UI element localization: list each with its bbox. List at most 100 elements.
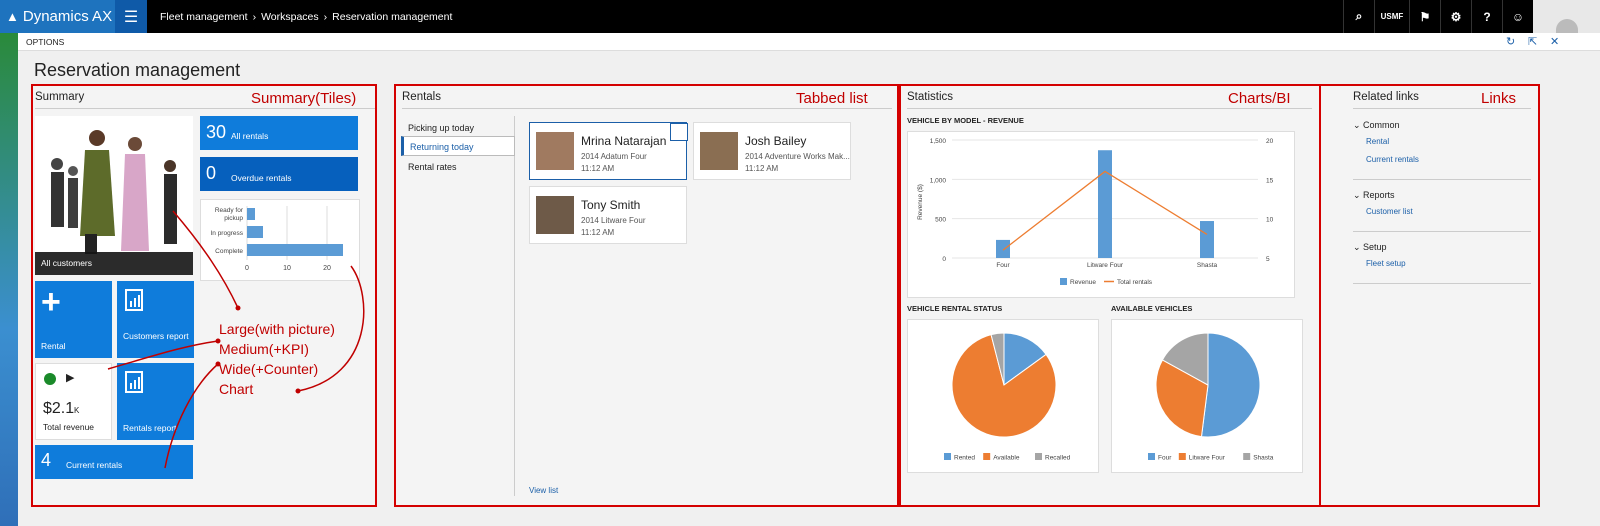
tab-picking-up[interactable]: Picking up today <box>408 123 475 133</box>
search-icon[interactable]: ⌕ <box>1343 0 1374 33</box>
legend-label: Total rentals <box>1117 279 1153 286</box>
refresh-icon[interactable]: ↻ <box>1506 36 1516 48</box>
legend-line: Medium(+KPI) <box>219 341 309 357</box>
chevron-down-icon: ⌄ <box>1353 242 1364 252</box>
tick-label: 20 <box>323 265 331 272</box>
pie-slice <box>1003 332 1047 386</box>
revenue-chart[interactable]: 0 500 1,000 1,500 5 10 15 20 Revenue ($) Four Litw… <box>907 131 1295 298</box>
legend-label: Rented <box>954 455 975 462</box>
pie-slice <box>1200 332 1261 438</box>
customers-report-tile[interactable]: Customers report <box>117 281 194 358</box>
annotation-arrows <box>107 210 365 469</box>
y-tick-label: 1,500 <box>930 138 947 145</box>
overdue-rentals-tile[interactable]: 0 Overdue rentals <box>200 157 358 191</box>
breadcrumb-item[interactable]: Reservation management <box>332 10 453 23</box>
category-label: Ready for <box>215 207 244 214</box>
chevron-down-icon: ⌄ <box>1353 190 1364 200</box>
dynamics-logo-icon: ▲ <box>6 9 19 24</box>
statistics-title: Statistics <box>907 91 954 103</box>
pie-slice <box>1155 359 1209 438</box>
all-customers-tile[interactable]: All customers <box>35 116 193 275</box>
link-group: ⌄ Reports Customer list <box>1353 186 1531 232</box>
annotation-tabbed: Tabbed list <box>796 90 868 107</box>
link-group-label: Reports <box>1363 190 1395 200</box>
options-bar: OPTIONS ↻ ⇱ ✕ <box>18 33 1600 51</box>
legend-label: Four <box>1158 455 1172 462</box>
rental-card[interactable]: Tony Smith 2014 Litware Four 11:12 AM <box>529 186 687 244</box>
category-label: In progress <box>210 230 243 237</box>
rental-tile[interactable]: + Rental <box>35 281 112 358</box>
chevron-right-icon: › <box>323 10 328 23</box>
avatar <box>536 196 574 234</box>
company-button[interactable]: USMF <box>1374 0 1409 33</box>
tab-returning-today[interactable]: Returning today <box>401 136 515 156</box>
total-revenue-tile[interactable]: ▶ $2.1 K Total revenue <box>35 363 112 440</box>
close-icon[interactable]: ✕ <box>1550 36 1560 48</box>
tile-label: Rentals report <box>123 423 177 433</box>
avatar[interactable] <box>1533 0 1600 33</box>
mini-status-chart[interactable]: 0 10 20 Ready for pickup In progress Complete <box>200 199 360 281</box>
popout-icon[interactable]: ⇱ <box>1528 36 1538 48</box>
help-icon[interactable]: ? <box>1471 0 1502 33</box>
link-group-header[interactable]: ⌄ Setup <box>1353 242 1531 253</box>
options-tab[interactable]: OPTIONS <box>26 37 65 47</box>
legend-label: Litware Four <box>1189 455 1226 462</box>
divider <box>35 108 375 109</box>
gear-icon[interactable]: ⚙ <box>1440 0 1471 33</box>
legend-label: Available <box>993 455 1020 462</box>
breadcrumb-item[interactable]: Fleet management <box>160 10 248 23</box>
rental-card[interactable]: Josh Bailey 2014 Adventure Works Mak... … <box>693 122 851 180</box>
breadcrumb-item[interactable]: Workspaces <box>261 10 319 23</box>
revenue-bar <box>1098 150 1112 258</box>
legend-swatch <box>1148 453 1155 460</box>
link-group-header[interactable]: ⌄ Reports <box>1353 190 1531 201</box>
tile-label: Customers report <box>123 331 189 341</box>
all-rentals-tile[interactable]: 30 All rentals <box>200 116 358 150</box>
annotation-links: Links <box>1481 90 1517 107</box>
view-list-link[interactable]: View list <box>529 486 559 495</box>
summary-title: Summary <box>35 91 85 103</box>
hamburger-icon[interactable]: ☰ <box>115 0 147 33</box>
statistics-panel: Statistics Charts/BI VEHICLE BY MODEL - … <box>899 84 1321 507</box>
related-link[interactable]: Customer list <box>1366 207 1413 216</box>
card-car: 2014 Adventure Works Mak... <box>745 152 850 161</box>
smiley-icon[interactable]: ☺ <box>1502 0 1533 33</box>
related-link[interactable]: Current rentals <box>1366 155 1419 164</box>
link-group-header[interactable]: ⌄ Common <box>1353 120 1531 131</box>
pie-slice <box>990 332 1005 386</box>
tile-label: All rentals <box>231 131 269 141</box>
people-photo <box>51 130 177 254</box>
chart-title: AVAILABLE VEHICLES <box>1111 304 1193 313</box>
related-link[interactable]: Fleet setup <box>1366 259 1406 268</box>
card-time: 11:12 AM <box>581 164 615 173</box>
chevron-right-icon: › <box>252 10 257 23</box>
y2-tick-label: 10 <box>1266 217 1274 224</box>
kpi-unit: K <box>74 406 80 415</box>
available-vehicles-svg: Four Litware Four Shasta <box>1148 332 1274 462</box>
rental-status-chart[interactable]: Rented Available Recalled <box>907 319 1099 473</box>
annotation-summary: Summary(Tiles) <box>251 90 357 107</box>
legend-swatch <box>944 453 951 460</box>
tab-divider <box>514 116 515 496</box>
total-rentals-line <box>1002 170 1208 251</box>
x-tick-label: Litware Four <box>1087 262 1124 269</box>
tile-label: Overdue rentals <box>231 173 292 183</box>
app-title: Dynamics AX <box>22 8 113 25</box>
card-time: 11:12 AM <box>581 228 615 237</box>
legend-swatch <box>1035 453 1042 460</box>
tab-rental-rates[interactable]: Rental rates <box>408 162 457 172</box>
tile-count: 30 <box>206 122 227 142</box>
annotation-charts: Charts/BI <box>1228 90 1291 107</box>
play-icon: ▶ <box>66 372 75 384</box>
revenue-bar <box>1200 221 1214 258</box>
related-link[interactable]: Rental <box>1366 137 1390 146</box>
flag-icon[interactable]: ⚑ <box>1409 0 1440 33</box>
legend-label: Recalled <box>1045 455 1071 462</box>
app-brand[interactable]: ▲ Dynamics AX <box>0 0 115 33</box>
revenue-bar <box>996 239 1010 258</box>
select-checkbox[interactable] <box>670 123 688 141</box>
bar <box>247 208 255 220</box>
rentals-report-tile[interactable]: Rentals report <box>117 363 194 440</box>
rental-card[interactable]: Mrina Natarajan 2014 Adatum Four 11:12 A… <box>529 122 688 180</box>
available-vehicles-chart[interactable]: Four Litware Four Shasta <box>1111 319 1303 473</box>
